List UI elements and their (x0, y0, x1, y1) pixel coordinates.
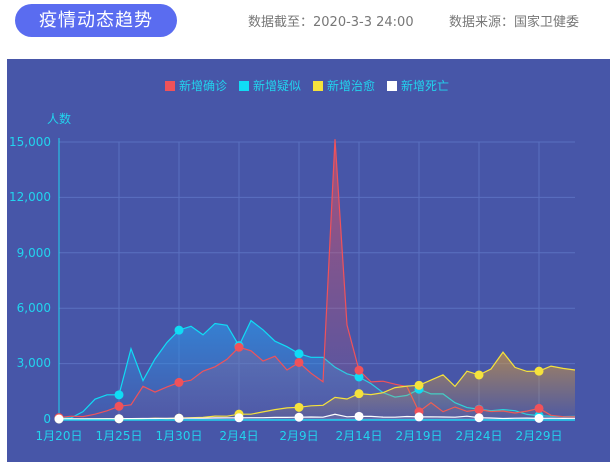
x-tick: 1月30日 (155, 429, 203, 443)
x-tick: 2月24日 (455, 429, 503, 443)
data-point-marker[interactable] (534, 403, 544, 413)
legend-label: 新增确诊 (179, 79, 228, 93)
data-point-marker[interactable] (474, 413, 484, 423)
page-title: 疫情动态趋势 (15, 4, 177, 37)
x-tick: 2月19日 (395, 429, 443, 443)
data-point-marker[interactable] (54, 414, 64, 424)
legend-swatch-icon (387, 80, 398, 91)
y-tick: 9,000 (16, 246, 51, 260)
data-point-marker[interactable] (114, 401, 124, 411)
legend-label: 新增治愈 (327, 79, 376, 93)
data-point-marker[interactable] (234, 413, 244, 423)
legend-label: 新增疑似 (253, 79, 302, 93)
series-area (59, 352, 575, 419)
data-point-marker[interactable] (354, 365, 364, 375)
data-point-marker[interactable] (174, 325, 184, 335)
data-date-label: 数据截至：2020-3-3 24:00 (248, 15, 414, 30)
legend-swatch-icon (239, 80, 250, 91)
x-tick: 2月29日 (515, 429, 563, 443)
data-point-marker[interactable] (294, 349, 304, 359)
legend-suspected[interactable]: 新增疑似 (239, 77, 301, 94)
legend-label: 新增死亡 (401, 79, 450, 93)
x-tick: 2月14日 (335, 429, 383, 443)
data-point-marker[interactable] (534, 366, 544, 376)
data-point-marker[interactable] (174, 413, 184, 423)
x-tick: 2月4日 (219, 429, 259, 443)
data-point-marker[interactable] (294, 412, 304, 422)
x-tick: 2月9日 (279, 429, 319, 443)
data-point-marker[interactable] (114, 390, 124, 400)
y-tick: 0 (43, 412, 51, 426)
series-line (58, 413, 576, 420)
data-point-marker[interactable] (354, 372, 364, 382)
chart-legend: 新增确诊 新增疑似 新增治愈 新增死亡 (165, 77, 449, 94)
data-point-marker[interactable] (414, 380, 424, 390)
series-area (59, 414, 575, 419)
y-tick: 3,000 (16, 356, 51, 370)
x-tick: 1月25日 (95, 429, 143, 443)
data-point-marker[interactable] (354, 389, 364, 399)
legend-confirmed[interactable]: 新增确诊 (165, 77, 227, 94)
y-tick: 12,000 (9, 190, 51, 204)
data-point-marker[interactable] (474, 370, 484, 380)
y-tick: 15,000 (9, 135, 51, 149)
data-point-marker[interactable] (414, 412, 424, 422)
data-point-marker[interactable] (174, 377, 184, 387)
data-point-marker[interactable] (294, 402, 304, 412)
legend-dead[interactable]: 新增死亡 (387, 77, 449, 94)
y-tick: 6,000 (16, 301, 51, 315)
legend-cured[interactable]: 新增治愈 (313, 77, 375, 94)
legend-swatch-icon (165, 80, 175, 91)
data-point-marker[interactable] (534, 413, 544, 423)
data-source-label: 数据来源：国家卫健委 (449, 15, 580, 30)
data-point-marker[interactable] (234, 342, 244, 352)
data-point-marker[interactable] (114, 414, 124, 424)
data-point-marker[interactable] (354, 411, 364, 421)
data-point-marker[interactable] (294, 357, 304, 367)
legend-swatch-icon (313, 80, 324, 91)
y-axis-unit: 人数 (47, 112, 72, 126)
x-tick: 1月20日 (35, 429, 83, 443)
data-point-marker[interactable] (474, 405, 484, 415)
